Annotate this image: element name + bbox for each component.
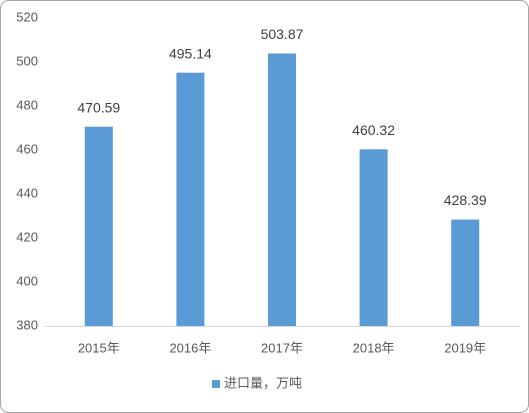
legend-swatch xyxy=(212,380,220,388)
y-tick-label: 420 xyxy=(16,229,38,244)
data-label: 428.39 xyxy=(444,192,487,208)
bar xyxy=(176,72,205,326)
bar xyxy=(359,149,388,326)
bar xyxy=(268,53,296,327)
data-label: 460.32 xyxy=(352,122,395,138)
legend-label: 进口量，万吨 xyxy=(224,375,302,390)
bar xyxy=(84,126,113,327)
y-tick-label: 500 xyxy=(16,53,38,68)
x-tick-label: 2015年 xyxy=(78,340,120,355)
y-tick-label: 480 xyxy=(16,97,38,112)
data-label: 495.14 xyxy=(169,45,212,61)
y-tick-label: 520 xyxy=(16,9,38,24)
x-tick-label: 2016年 xyxy=(169,340,211,355)
y-tick-label: 440 xyxy=(16,185,38,200)
data-label: 503.87 xyxy=(261,26,304,42)
x-tick-label: 2018年 xyxy=(353,340,395,355)
x-tick-label: 2017年 xyxy=(261,340,303,355)
y-tick-label: 400 xyxy=(16,273,38,288)
y-tick-label: 460 xyxy=(16,141,38,156)
y-tick-label: 380 xyxy=(16,317,38,332)
data-label: 470.59 xyxy=(77,99,120,115)
bar xyxy=(451,219,480,326)
x-tick-label: 2019年 xyxy=(444,340,486,355)
